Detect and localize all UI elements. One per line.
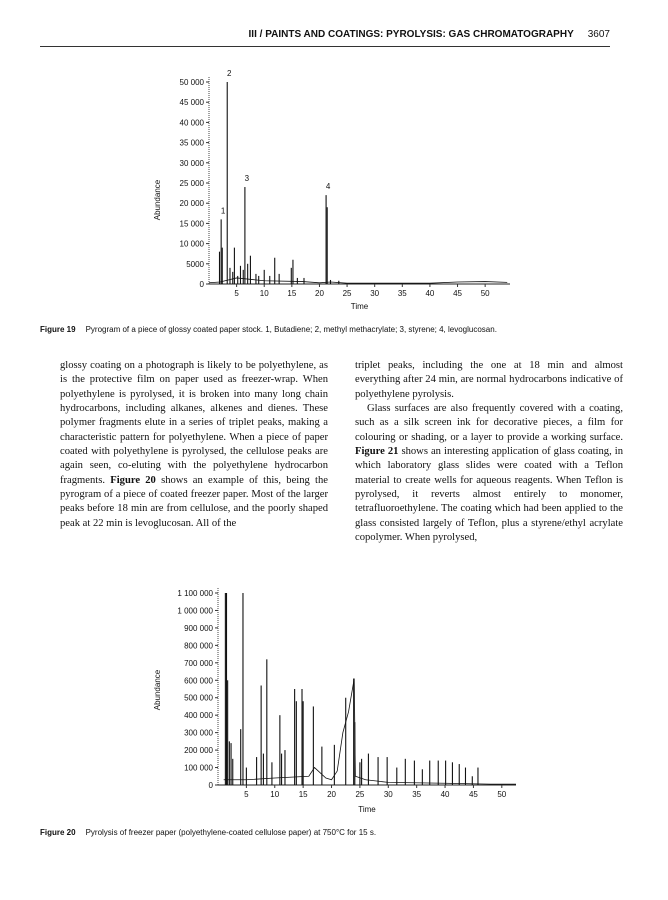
y-tick-label: 700 000	[184, 659, 213, 668]
paragraph-text: triplet peaks, including the one at 18 m…	[355, 360, 623, 400]
peak-label: 3	[245, 174, 250, 183]
y-tick-label: 25 000	[180, 179, 205, 188]
y-axis-label: Abundance	[153, 669, 162, 710]
paragraph-text: shows an interesting application of glas…	[355, 446, 623, 544]
x-tick-label: 30	[384, 790, 393, 799]
x-tick-label: 10	[270, 790, 279, 799]
y-tick-label: 20 000	[180, 199, 205, 208]
y-axis-label: Abundance	[153, 179, 162, 220]
y-tick-label: 40 000	[180, 118, 205, 127]
left-column: glossy coating on a photograph is likely…	[60, 359, 328, 531]
x-tick-label: 15	[287, 289, 296, 298]
baseline-trace	[223, 678, 516, 785]
y-tick-label: 5000	[186, 260, 204, 269]
x-axis-label: Time	[351, 302, 369, 311]
caption-text: Pyrolysis of freezer paper (polyethylene…	[85, 828, 377, 837]
y-tick-label: 50 000	[180, 78, 205, 87]
y-tick-label: 400 000	[184, 711, 213, 720]
paragraph-text: glossy coating on a photograph is likely…	[60, 360, 328, 486]
figure-reference: Figure 21	[355, 446, 399, 458]
x-tick-label: 50	[497, 790, 506, 799]
y-tick-label: 10 000	[180, 240, 205, 249]
y-tick-label: 500 000	[184, 694, 213, 703]
x-tick-label: 15	[299, 790, 308, 799]
figure-20-caption: Figure 20 Pyrolysis of freezer paper (pol…	[40, 828, 376, 837]
y-tick-label: 45 000	[180, 98, 205, 107]
x-tick-label: 25	[343, 289, 352, 298]
baseline-trace	[208, 277, 508, 284]
x-tick-label: 20	[327, 790, 336, 799]
y-tick-label: 1 100 000	[177, 589, 213, 598]
page-number: 3607	[587, 29, 610, 40]
figure-label: Figure 20	[40, 828, 76, 837]
paragraph-text: Glass surfaces are also frequently cover…	[355, 403, 623, 443]
x-tick-label: 35	[412, 790, 421, 799]
running-header: III / PAINTS AND COATINGS: PYROLYSIS: GA…	[150, 29, 610, 45]
x-tick-label: 40	[425, 289, 434, 298]
figure-label: Figure 19	[40, 325, 76, 334]
y-tick-label: 100 000	[184, 764, 213, 773]
x-tick-label: 20	[315, 289, 324, 298]
figure-19-caption: Figure 19 Pyrogram of a piece of glossy c…	[40, 325, 497, 334]
figure-19-chart: 0 5000 10 000 15 000 20 000 25 000 30 000 35 00…	[153, 69, 510, 311]
x-tick-label: 45	[453, 289, 462, 298]
peak-label: 1	[221, 206, 226, 215]
peak-label: 2	[227, 69, 232, 78]
x-tick-label: 35	[398, 289, 407, 298]
paragraph-text: shows an example of this, being the pyro…	[60, 474, 328, 529]
peak-label: 4	[326, 182, 331, 191]
x-tick-label: 5	[234, 289, 239, 298]
y-tick-label: 35 000	[180, 139, 205, 148]
y-tick-label: 30 000	[180, 159, 205, 168]
x-tick-label: 40	[441, 790, 450, 799]
x-tick-label: 5	[244, 790, 249, 799]
y-tick-label: 0	[200, 280, 205, 289]
y-tick-label: 900 000	[184, 624, 213, 633]
figure-reference: Figure 20	[110, 474, 156, 486]
y-tick-label: 600 000	[184, 676, 213, 685]
caption-text: Pyrogram of a piece of glossy coated pap…	[85, 325, 497, 334]
y-tick-label: 800 000	[184, 641, 213, 650]
x-tick-label: 10	[260, 289, 269, 298]
y-tick-label: 1 000 000	[177, 606, 213, 615]
y-tick-label: 300 000	[184, 729, 213, 738]
x-tick-label: 45	[469, 790, 478, 799]
x-tick-label: 25	[355, 790, 364, 799]
right-column: triplet peaks, including the one at 18 m…	[355, 359, 623, 545]
section-title: III / PAINTS AND COATINGS: PYROLYSIS: GA…	[248, 29, 574, 40]
x-tick-label: 30	[370, 289, 379, 298]
y-tick-label: 0	[209, 781, 214, 790]
x-tick-label: 50	[481, 289, 490, 298]
y-tick-label: 15 000	[180, 219, 205, 228]
x-axis-label: Time	[358, 805, 376, 814]
header-rule	[40, 46, 610, 47]
figure-20-chart: 0 100 000 200 000 300 000 400 000 500 000 600 …	[153, 587, 516, 814]
y-tick-label: 200 000	[184, 746, 213, 755]
